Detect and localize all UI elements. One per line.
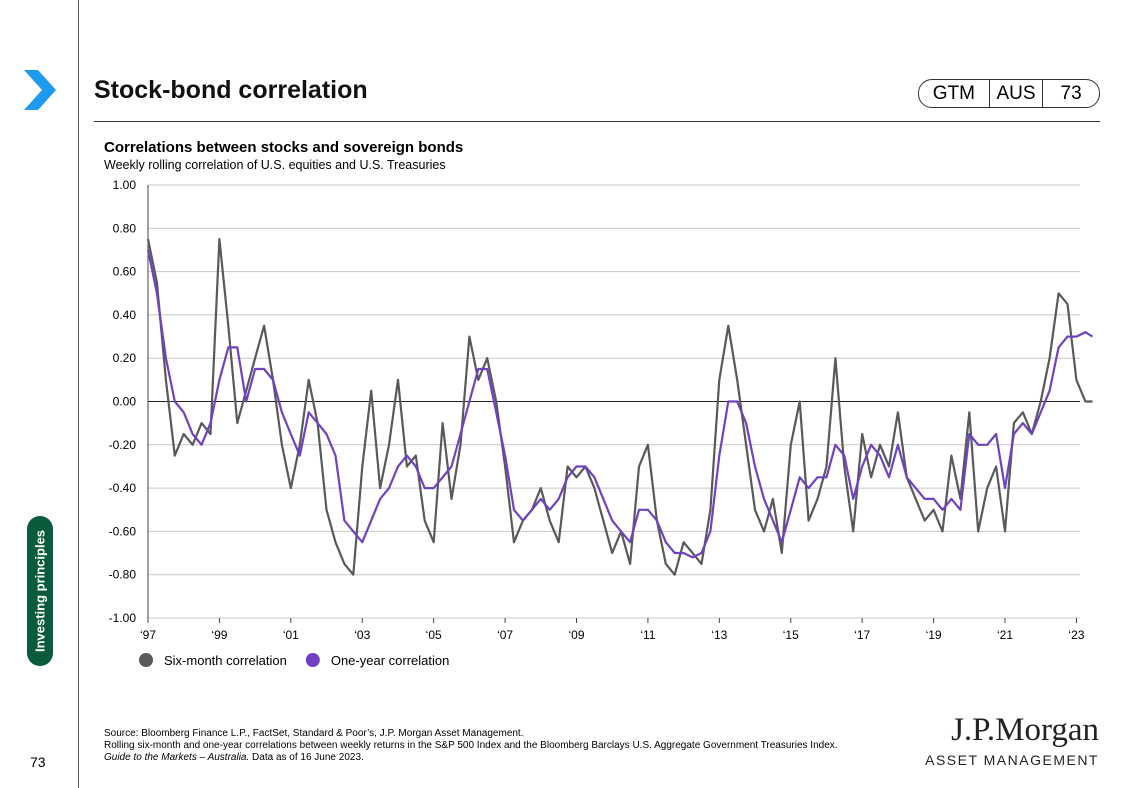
y-tick-label: -0.80 <box>109 568 137 582</box>
logo-tagline: ASSET MANAGEMENT <box>925 752 1099 768</box>
section-pill: Investing principles <box>27 516 53 666</box>
y-tick-label: 0.40 <box>113 308 137 322</box>
x-tick-label: ‘19 <box>926 628 942 642</box>
x-tick-label: ‘15 <box>783 628 799 642</box>
data-date: Data as of 16 June 2023. <box>249 752 364 763</box>
y-tick-label: 0.00 <box>113 395 137 409</box>
logo-name: J.P.Morgan <box>951 712 1099 748</box>
date-note: Guide to the Markets – Australia. Data a… <box>104 752 838 764</box>
chart: -1.00 -0.80 -0.60 -0.40 -0.20 0.00 0.20 0.40 0.6… <box>109 178 1094 668</box>
chart-subtitle: Weekly rolling correlation of U.S. equit… <box>104 158 446 172</box>
y-tick-label: 0.20 <box>113 351 137 365</box>
chart-title: Correlations between stocks and sovereig… <box>104 139 464 156</box>
page-number: 73 <box>30 754 46 770</box>
y-tick-label: -0.60 <box>109 524 137 538</box>
x-tick-label: ‘21 <box>997 628 1013 642</box>
legend-label: One-year correlation <box>331 653 450 668</box>
x-tick-label: ‘13 <box>711 628 727 642</box>
x-tick-label: ‘23 <box>1068 628 1084 642</box>
footnotes: Source: Bloomberg Finance L.P., FactSet,… <box>104 728 838 764</box>
guide-name: Guide to the Markets – Australia. <box>104 752 250 763</box>
y-tick-label: -1.00 <box>109 611 137 625</box>
x-tick-label: ‘11 <box>640 628 655 642</box>
title-rule <box>94 121 1100 122</box>
x-tick-label: ‘01 <box>283 628 299 642</box>
x-tick-label: ‘17 <box>854 628 870 642</box>
y-tick-label: -0.40 <box>109 481 137 495</box>
y-tick-label: 1.00 <box>113 178 137 192</box>
badge-item: AUS <box>990 80 1044 107</box>
series-line <box>146 249 1094 559</box>
legend-marker <box>139 653 153 667</box>
y-tick-label: 0.60 <box>113 265 137 279</box>
x-tick-label: ‘99 <box>211 628 227 642</box>
source-note: Source: Bloomberg Finance L.P., FactSet,… <box>104 728 524 739</box>
arrow-icon <box>24 70 56 110</box>
x-tick-label: ‘03 <box>354 628 370 642</box>
sidebar-rule <box>78 0 79 788</box>
method-note: Rolling six-month and one-year correlati… <box>104 740 838 751</box>
y-tick-label: -0.20 <box>109 438 137 452</box>
badge: GTM AUS 73 <box>918 79 1100 108</box>
y-tick-label: 0.80 <box>113 221 137 235</box>
slide-title: Stock-bond correlation <box>94 76 368 104</box>
x-tick-label: ‘97 <box>140 628 156 642</box>
legend-marker <box>305 653 320 667</box>
series-line <box>146 238 1093 576</box>
x-tick-label: ‘09 <box>568 628 584 642</box>
x-tick-label: ‘07 <box>497 628 513 642</box>
badge-item: 73 <box>1060 83 1082 104</box>
x-tick-label: ‘05 <box>426 628 442 642</box>
legend-label: Six-month correlation <box>164 653 287 668</box>
badge-item: GTM <box>919 80 990 107</box>
